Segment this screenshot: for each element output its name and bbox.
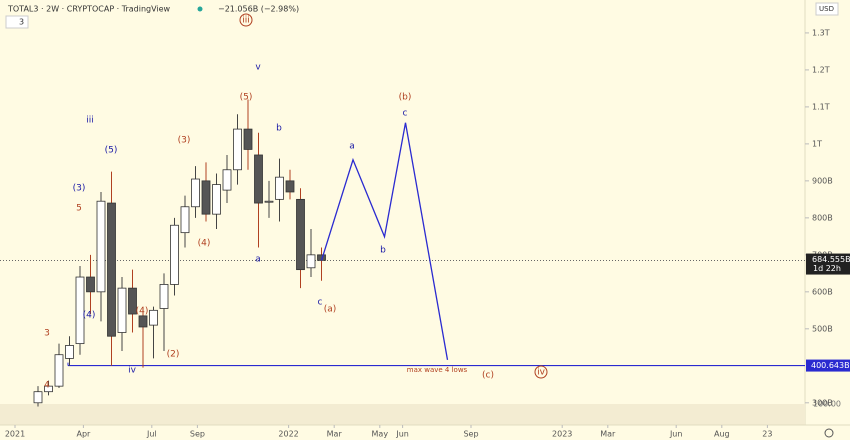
last-price-tag: [806, 253, 850, 275]
currency: USD: [819, 5, 834, 13]
candle-body: [191, 178, 200, 208]
change: −21.056B (−2.98%): [218, 5, 299, 14]
chart-title: TOTAL3 · 2W · CRYPTOCAP · TradingView: [7, 5, 171, 14]
wave-label: v: [255, 63, 261, 73]
wave-label: a: [349, 142, 355, 152]
candle-body: [243, 128, 253, 150]
candle-body: [44, 385, 53, 393]
y-tick-label: 1.3T: [812, 28, 830, 37]
last-price-label: 684.555B: [812, 255, 850, 264]
candle-body: [33, 391, 43, 404]
candle-body: [212, 184, 221, 215]
wave-label: c: [318, 298, 323, 308]
candle-body: [180, 206, 190, 234]
candle-body: [285, 180, 295, 193]
candle-body: [159, 284, 169, 309]
x-tick-label: Jul: [146, 430, 157, 439]
x-tick-label: 23: [762, 430, 772, 439]
y-tick-label: 900B: [812, 176, 833, 185]
x-tick-label: Sep: [463, 430, 478, 439]
support-tag: [806, 359, 850, 372]
x-tick-label: Jun: [395, 430, 409, 439]
x-tick-label: 2023: [552, 430, 572, 439]
candle-body: [170, 224, 179, 285]
indicator-toggle[interactable]: [5, 15, 29, 29]
x-tick-label: Apr: [76, 430, 91, 439]
countdown: 1d 22h: [813, 264, 841, 273]
x-tick-label: 2022: [278, 430, 298, 439]
wave-label: (3): [178, 136, 191, 146]
candle-body: [264, 200, 274, 203]
wave-label: iii: [86, 116, 94, 126]
x-tick-label: 2021: [5, 430, 25, 439]
y-tick-label: 1.1T: [812, 102, 830, 111]
wave-label: (5): [105, 146, 118, 156]
wave-label: (4): [83, 311, 96, 321]
wave-label: (2): [167, 350, 180, 360]
wave-label: 3: [44, 329, 50, 339]
wave-label: iv: [537, 368, 546, 378]
candle-body: [233, 128, 242, 171]
indicator-count: 3: [19, 18, 24, 27]
volume-tick-label: 100.00: [813, 400, 841, 409]
wave-label: iv: [128, 366, 137, 376]
support-label: 400.643B: [811, 361, 850, 370]
annotation-circle: [239, 13, 253, 27]
volume-pane: [0, 404, 805, 425]
wave-label: (c): [482, 371, 494, 381]
candle-body: [296, 198, 305, 271]
wave-label: max wave 4 lows: [407, 366, 468, 374]
wave-label: (b): [399, 93, 412, 103]
x-tick-label: Jun: [669, 430, 683, 439]
candle-body: [65, 345, 74, 359]
currency-button[interactable]: [815, 2, 839, 16]
y-tick-label: 500B: [812, 324, 833, 333]
candle-body: [54, 354, 64, 387]
candle-body: [254, 154, 263, 204]
wave-label: (a): [324, 305, 337, 315]
candle-body: [96, 200, 106, 293]
wave-label: iii: [242, 16, 250, 26]
y-tick-label: 800B: [812, 213, 833, 222]
candle-body: [128, 287, 137, 315]
candle-body: [138, 315, 148, 328]
y-tick-label: 600B: [812, 287, 833, 296]
settings-button[interactable]: [824, 428, 834, 438]
wave-label: 4: [44, 381, 50, 391]
wave-label: (3): [73, 184, 86, 194]
y-tick-label: 1T: [812, 139, 822, 148]
wave-label: c: [403, 109, 408, 119]
x-tick-label: Mar: [600, 430, 616, 439]
wave-label: b: [380, 246, 386, 256]
wave-label: a: [255, 255, 261, 265]
x-tick-label: Aug: [714, 430, 730, 439]
wave-label: (5): [240, 93, 253, 103]
candle-body: [149, 309, 158, 326]
annotation-circle: [534, 365, 548, 379]
candle-body: [75, 276, 85, 345]
projection-line: [320, 122, 449, 361]
candle-body: [86, 276, 95, 293]
wave-label: 5: [76, 204, 82, 214]
wave-label: (4): [136, 307, 149, 317]
candle-body: [306, 254, 316, 269]
wave-label: b: [276, 124, 282, 134]
y-tick-label: 1.2T: [812, 65, 830, 74]
x-tick-label: May: [372, 430, 389, 439]
status-dot: [197, 6, 203, 12]
candle-body: [117, 287, 127, 333]
wave-label: (4): [198, 239, 211, 249]
x-tick-label: Mar: [327, 430, 343, 439]
x-tick-label: Sep: [190, 430, 205, 439]
candle-body: [222, 169, 232, 191]
y-tick-label: 300B: [812, 398, 833, 407]
candle-body: [275, 176, 284, 200]
candle-body: [201, 180, 211, 215]
candle-body: [107, 202, 116, 337]
